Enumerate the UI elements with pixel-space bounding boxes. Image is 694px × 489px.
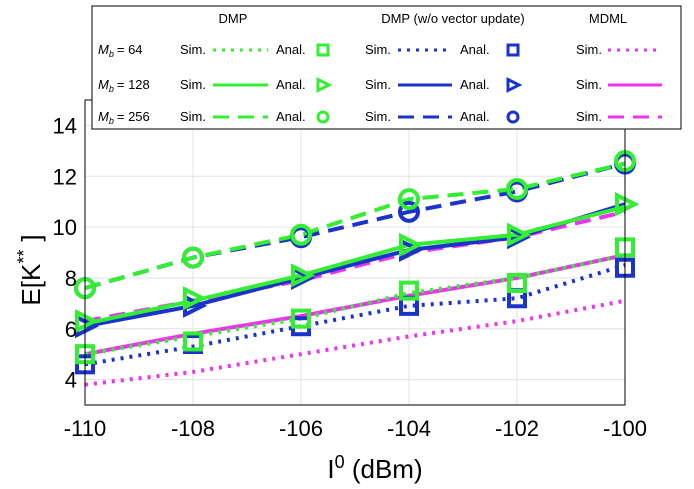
grid bbox=[84, 100, 626, 405]
y-axis-label-close: ] bbox=[16, 234, 46, 241]
x-tick-label: -102 bbox=[495, 416, 539, 441]
y-tick-label: 10 bbox=[53, 215, 77, 240]
marker-square bbox=[506, 43, 520, 57]
marker-square bbox=[316, 43, 330, 57]
marker-circle bbox=[398, 188, 420, 211]
x-axis-label: I0 (dBm) bbox=[327, 452, 422, 484]
legend-sim-label: Sim. bbox=[365, 109, 391, 124]
series-line bbox=[84, 204, 626, 326]
marker-triangle bbox=[615, 192, 640, 217]
plot-frame bbox=[84, 99, 626, 406]
legend-entries: Sim. Anal. Sim. Anal. Sim. Sim. Anal. Sim. Anal.… bbox=[180, 42, 662, 124]
legend-anal-label: Anal. bbox=[460, 109, 490, 124]
x-tick-label: -108 bbox=[171, 416, 215, 441]
series-layer bbox=[84, 161, 626, 387]
legend-sim-label: Sim. bbox=[180, 77, 206, 92]
marker-circle bbox=[182, 246, 204, 269]
legend-sim-label: Sim. bbox=[576, 109, 602, 124]
x-tick-label: -104 bbox=[387, 416, 431, 441]
y-tick-label: 6 bbox=[65, 317, 77, 342]
legend-header-dmp: DMP bbox=[219, 11, 248, 26]
marker-triangle bbox=[75, 309, 100, 334]
legend-anal-label: Anal. bbox=[276, 42, 306, 57]
legend-anal-label: Anal. bbox=[276, 109, 306, 124]
marker-circle bbox=[506, 110, 520, 124]
x-tick-label: -100 bbox=[603, 416, 647, 441]
marker-circle bbox=[398, 200, 420, 223]
series-line bbox=[84, 253, 626, 357]
markers-layer bbox=[74, 150, 640, 375]
marker-triangle bbox=[399, 232, 424, 257]
y-tick-label: 14 bbox=[53, 113, 77, 138]
legend-box bbox=[91, 5, 682, 130]
marker-triangle bbox=[507, 222, 532, 247]
series-line bbox=[84, 161, 626, 291]
legend-header-mdml: MDML bbox=[589, 11, 627, 26]
legend-header-dmp-wo: DMP (w/o vector update) bbox=[381, 11, 525, 26]
series-line bbox=[84, 161, 626, 291]
marker-square bbox=[399, 280, 419, 301]
x-axis-label-unit: (dBm) bbox=[345, 454, 423, 484]
marker-triangle bbox=[183, 286, 208, 311]
legend-anal-label: Anal. bbox=[460, 42, 490, 57]
legend-sim-label: Sim. bbox=[365, 77, 391, 92]
series-line bbox=[84, 263, 626, 367]
y-tick-label: 12 bbox=[53, 164, 77, 189]
legend-sim-label: Sim. bbox=[576, 77, 602, 92]
legend-row-label: Mb = 256 bbox=[98, 109, 150, 126]
legend-sim-label: Sim. bbox=[180, 42, 206, 57]
marker-circle bbox=[506, 177, 528, 200]
x-axis-label-superscript: 0 bbox=[335, 452, 345, 472]
marker-triangle bbox=[506, 77, 523, 93]
legend-sim-label: Sim. bbox=[576, 42, 602, 57]
legend-row-label: Mb = 128 bbox=[98, 77, 150, 94]
legend-anal-label: Anal. bbox=[276, 77, 306, 92]
series-line bbox=[84, 298, 626, 387]
x-tick-label: -106 bbox=[279, 416, 323, 441]
marker-square bbox=[183, 331, 203, 352]
marker-square bbox=[507, 273, 527, 293]
tick-labels: -110 -108 -106 -104 -102 -100 4 6 8 10 12 14 bbox=[53, 113, 648, 441]
y-axis-label-superscript: ** bbox=[14, 250, 34, 264]
marker-square bbox=[291, 308, 311, 329]
y-tick-label: 4 bbox=[65, 368, 77, 393]
legend-sim-label: Sim. bbox=[180, 109, 206, 124]
x-tick-label: -110 bbox=[64, 416, 106, 441]
legend-sim-label: Sim. bbox=[365, 42, 391, 57]
legend: DMP DMP (w/o vector update) MDML Mb = 64 … bbox=[91, 5, 682, 130]
legend-anal-label: Anal. bbox=[460, 77, 490, 92]
legend-row-label: Mb = 64 bbox=[98, 42, 143, 59]
y-axis-label: E[K**] bbox=[14, 234, 46, 305]
marker-triangle bbox=[291, 263, 316, 288]
y-tick-label: 8 bbox=[65, 266, 77, 291]
marker-circle bbox=[290, 223, 312, 246]
marker-circle bbox=[316, 110, 330, 124]
marker-triangle bbox=[316, 77, 333, 93]
series-line bbox=[84, 253, 626, 357]
